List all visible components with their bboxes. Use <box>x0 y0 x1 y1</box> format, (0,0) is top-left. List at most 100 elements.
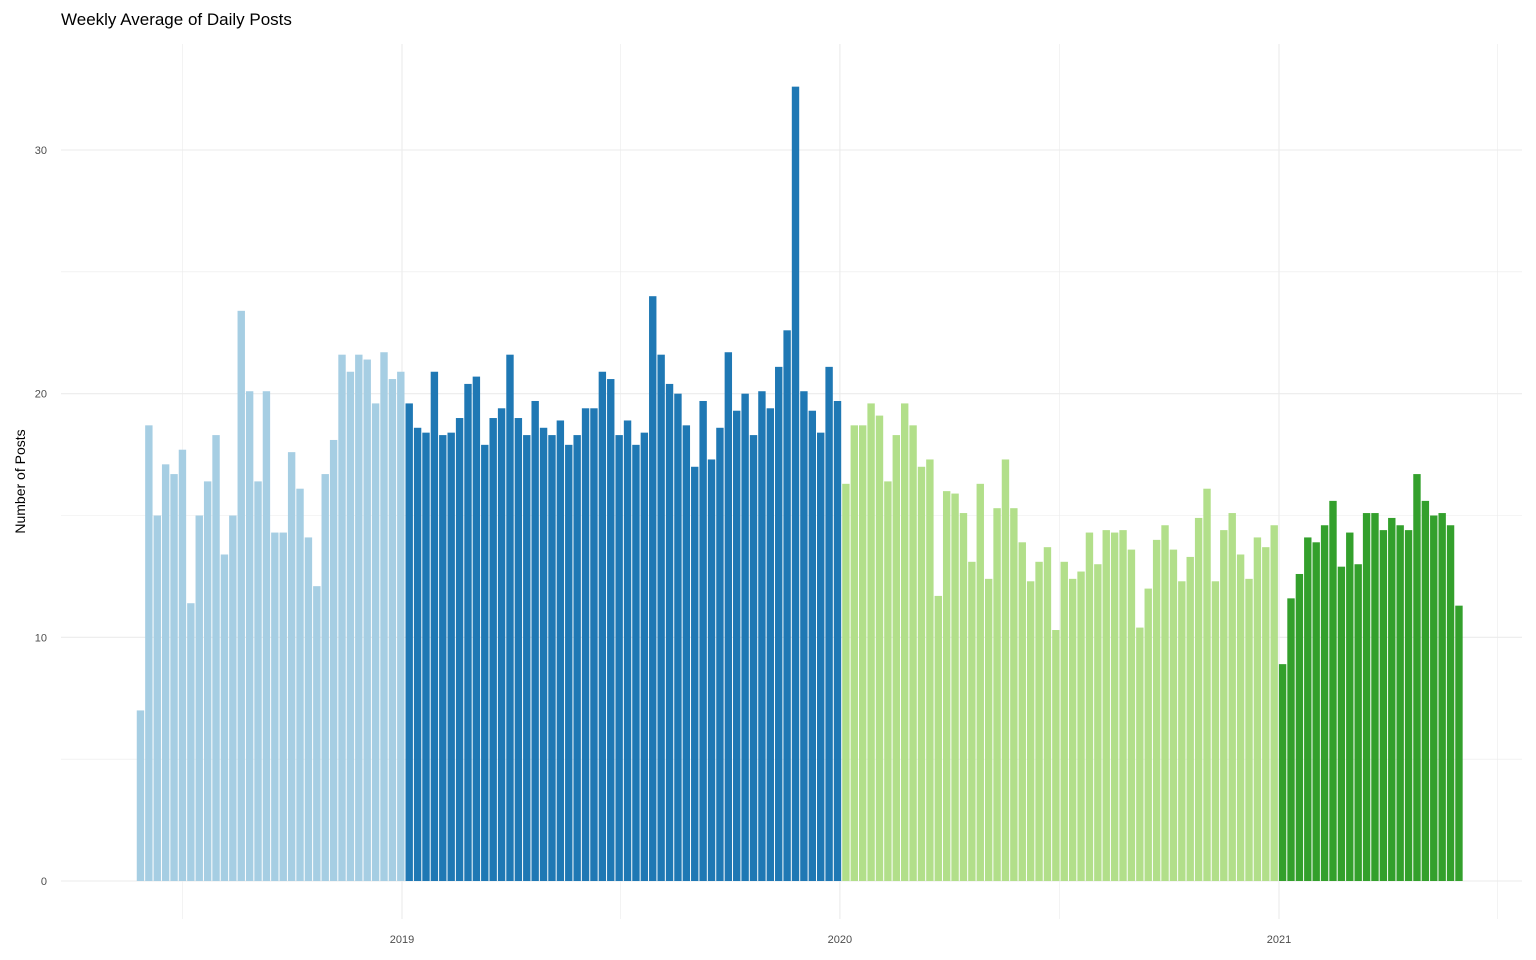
bar-2019-9 <box>472 376 481 881</box>
bar-2019-16 <box>531 400 539 881</box>
bar-2020-37 <box>1144 588 1152 881</box>
y-tick-label: 10 <box>35 632 47 644</box>
bar-2020-52 <box>1270 525 1278 881</box>
bar-2019-35 <box>691 466 699 881</box>
bar-2018-23 <box>321 474 329 881</box>
bar-2018-10 <box>212 435 220 881</box>
bar-2019-20 <box>565 444 573 881</box>
bar-2019-30 <box>649 296 657 881</box>
bar-2018-19 <box>287 452 296 881</box>
bar-2020-14 <box>951 493 959 881</box>
bar-2021-19 <box>1430 515 1438 881</box>
bar-2020-23 <box>1026 581 1035 881</box>
bar-2020-15 <box>959 513 968 881</box>
bar-2018-5 <box>170 474 178 881</box>
bar-2018-6 <box>178 449 187 881</box>
bar-2020-34 <box>1119 530 1127 881</box>
bar-2019-4 <box>430 371 439 881</box>
bar-2018-4 <box>161 464 170 881</box>
bar-2020-7 <box>892 435 900 881</box>
bar-2021-6 <box>1320 525 1329 881</box>
bar-2019-13 <box>506 354 514 881</box>
chart-title: Weekly Average of Daily Posts <box>61 10 292 29</box>
bar-2019-28 <box>632 444 640 881</box>
bar-2019-44 <box>766 408 775 881</box>
bar-2019-32 <box>665 383 674 881</box>
bar-2020-27 <box>1060 561 1068 881</box>
bar-2019-34 <box>682 425 691 881</box>
bar-2020-9 <box>909 425 917 881</box>
bar-2019-50 <box>817 432 825 881</box>
bar-2019-51 <box>825 366 833 881</box>
bar-2018-17 <box>271 532 279 881</box>
bar-2018-30 <box>380 352 388 881</box>
bar-2020-32 <box>1102 530 1110 881</box>
bar-2019-2 <box>413 427 422 881</box>
bar-2020-3 <box>859 425 867 881</box>
bar-2018-28 <box>363 359 371 881</box>
x-tick-label: 2020 <box>828 934 852 946</box>
x-tick-label: 2021 <box>1267 934 1291 946</box>
bar-2018-29 <box>371 403 380 881</box>
bar-2019-47 <box>791 86 800 881</box>
bar-2018-12 <box>229 515 237 881</box>
bar-2020-42 <box>1186 556 1194 881</box>
bar-2020-17 <box>976 483 984 881</box>
bar-2018-9 <box>203 481 212 881</box>
bar-2019-42 <box>749 435 758 881</box>
bar-2021-13 <box>1379 530 1388 881</box>
bar-2021-1 <box>1278 664 1287 881</box>
bar-2020-12 <box>934 595 942 881</box>
bar-2020-30 <box>1085 532 1094 881</box>
bar-2021-10 <box>1354 564 1362 881</box>
bar-2019-15 <box>523 435 531 881</box>
bar-2019-29 <box>640 432 649 881</box>
bar-2020-1 <box>842 483 850 881</box>
bar-2020-19 <box>993 508 1001 881</box>
bar-2018-1 <box>136 710 145 881</box>
y-axis-title: Number of Posts <box>12 429 28 533</box>
bar-2019-27 <box>623 420 632 881</box>
bar-2020-25 <box>1043 547 1052 881</box>
bar-2020-10 <box>917 466 926 881</box>
y-tick-label: 20 <box>35 389 47 401</box>
bar-2018-27 <box>355 354 363 881</box>
bar-2021-22 <box>1455 605 1463 881</box>
bar-2019-24 <box>598 371 607 881</box>
bar-2021-16 <box>1404 530 1413 881</box>
bar-2019-19 <box>556 420 565 881</box>
bar-2018-11 <box>220 554 229 881</box>
bar-2018-22 <box>313 586 321 881</box>
bar-2018-3 <box>153 515 161 881</box>
bar-2021-17 <box>1413 474 1421 881</box>
bar-2019-7 <box>455 418 464 881</box>
bar-2019-33 <box>674 393 682 881</box>
bar-2021-12 <box>1371 513 1379 881</box>
bar-2018-31 <box>388 379 397 881</box>
bar-2019-17 <box>539 427 548 881</box>
bar-2018-2 <box>145 425 153 881</box>
bar-2021-11 <box>1362 513 1371 881</box>
bar-2018-16 <box>262 391 271 881</box>
bar-2020-26 <box>1052 630 1060 881</box>
bar-2021-21 <box>1446 525 1455 881</box>
bar-2020-38 <box>1152 539 1161 881</box>
bar-2018-15 <box>254 481 262 881</box>
bar-2019-6 <box>447 432 455 881</box>
bar-2019-25 <box>607 379 615 881</box>
bar-2019-12 <box>497 408 506 881</box>
bar-2019-18 <box>548 435 556 881</box>
bar-2020-11 <box>926 459 934 881</box>
bar-2020-6 <box>884 481 892 881</box>
bar-2020-50 <box>1253 537 1262 881</box>
bar-2020-35 <box>1127 549 1136 881</box>
bar-2020-2 <box>850 425 858 881</box>
bar-2018-24 <box>329 439 338 881</box>
bar-2020-22 <box>1018 542 1026 881</box>
bar-2020-21 <box>1010 508 1018 881</box>
bar-2018-21 <box>304 537 313 881</box>
bar-2020-5 <box>875 415 884 881</box>
bar-2019-52 <box>833 400 842 881</box>
bar-2018-18 <box>279 532 287 881</box>
bar-2020-43 <box>1194 517 1203 881</box>
